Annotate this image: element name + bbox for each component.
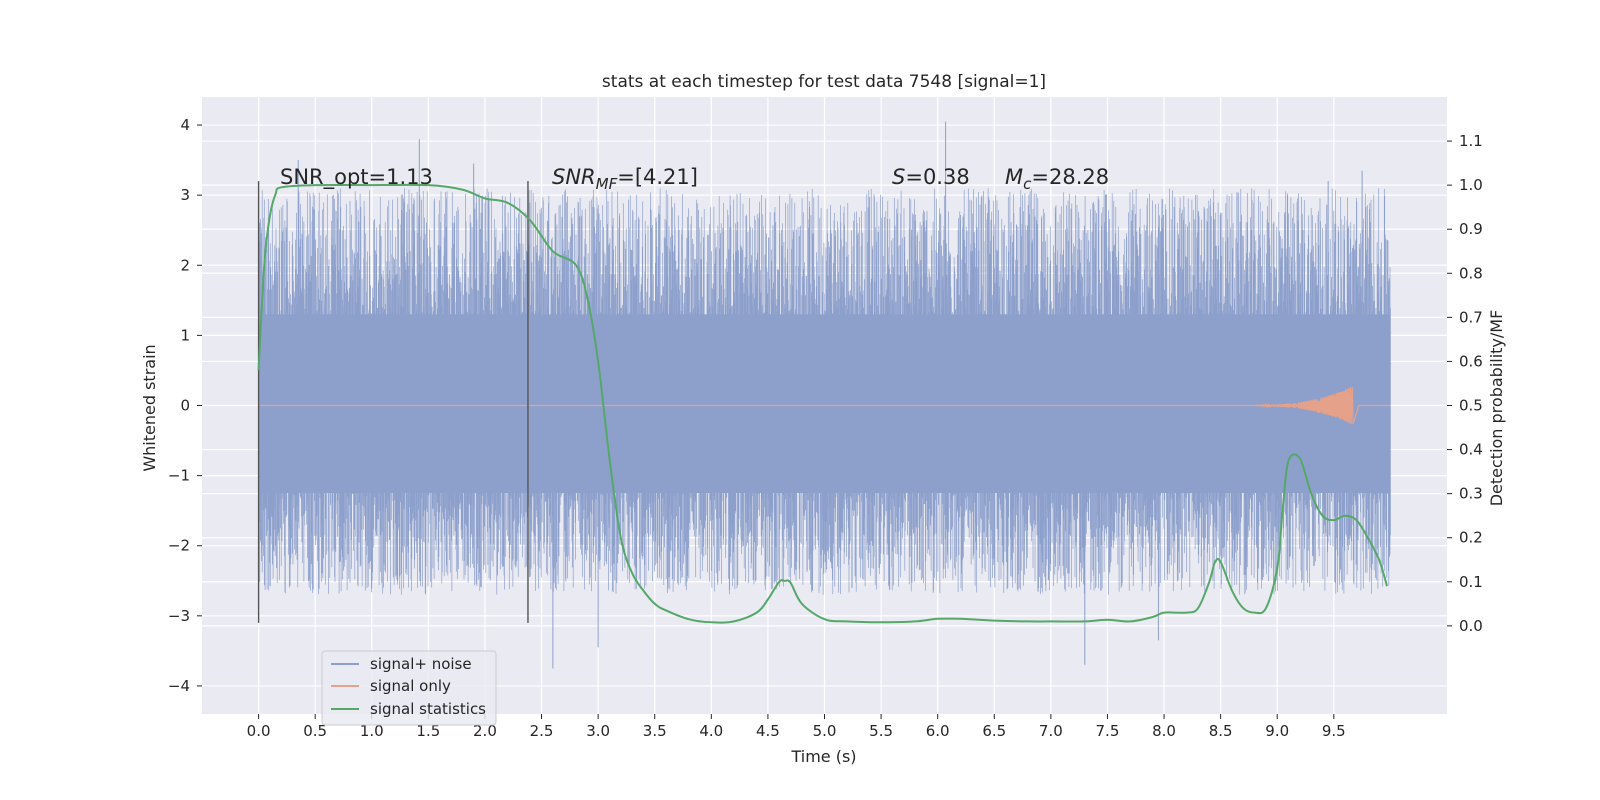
- mc-value: =28.28: [1031, 165, 1109, 189]
- x-tick-label-18: 9.0: [1265, 722, 1289, 740]
- y2-tick-label-6: 0.6: [1459, 352, 1483, 370]
- y-tick-label-0: −4: [168, 677, 190, 695]
- mc-subscript: c: [1023, 175, 1032, 193]
- mc-annotation: Mc=28.28: [1005, 165, 1109, 193]
- snr-mf-value: =[4.21]: [617, 165, 698, 189]
- right-y-axis-ticks: 0.0 0.1 0.2 0.3 0.4 0.5 0.6 0.7 0.8 0.9 1.0 1.1: [1447, 132, 1483, 635]
- y2-tick-label-7: 0.7: [1459, 308, 1483, 326]
- x-tick-label-9: 4.5: [756, 722, 780, 740]
- signal-only-series: [258, 386, 1391, 425]
- x-tick-label-16: 8.0: [1152, 722, 1176, 740]
- y2-tick-label-2: 0.2: [1459, 529, 1483, 547]
- x-tick-label-11: 5.5: [869, 722, 893, 740]
- x-tick-label-10: 5.0: [813, 722, 837, 740]
- legend: signal+ noise signal only signal statist…: [321, 650, 497, 726]
- y-axis-label: Whitened strain: [140, 344, 159, 471]
- y-tick-label-6: 2: [180, 256, 190, 274]
- x-tick-label-8: 4.0: [699, 722, 723, 740]
- y2-tick-label-5: 0.5: [1459, 397, 1483, 415]
- legend-label-signal-noise: signal+ noise: [370, 655, 472, 673]
- x-tick-label-3: 1.5: [416, 722, 440, 740]
- y2-tick-label-3: 0.3: [1459, 485, 1483, 503]
- y2-tick-label-1: 0.1: [1459, 573, 1483, 591]
- x-tick-label-1: 0.5: [303, 722, 327, 740]
- y-tick-label-2: −2: [168, 537, 190, 555]
- s-value: =0.38: [905, 165, 969, 189]
- x-tick-label-14: 7.0: [1039, 722, 1063, 740]
- snr-mf-subscript: MF: [596, 175, 618, 193]
- y2-tick-label-8: 0.8: [1459, 264, 1483, 282]
- x-tick-label-0: 0.0: [247, 722, 271, 740]
- x-tick-label-7: 3.5: [643, 722, 667, 740]
- y-tick-label-8: 4: [180, 116, 190, 134]
- y2-tick-label-9: 0.9: [1459, 220, 1483, 238]
- x-tick-label-12: 6.0: [926, 722, 950, 740]
- y-tick-label-3: −1: [168, 467, 190, 485]
- x-tick-label-17: 8.5: [1209, 722, 1233, 740]
- y2-tick-label-10: 1.0: [1459, 176, 1483, 194]
- y2-tick-label-4: 0.4: [1459, 441, 1483, 459]
- chart-title: stats at each timestep for test data 754…: [602, 72, 1046, 92]
- signal-only-line: [258, 386, 1391, 425]
- legend-label-signal-statistics: signal statistics: [370, 700, 486, 718]
- s-annotation: S=0.38: [892, 165, 970, 189]
- x-axis-ticks: 0.0 0.5 1.0 1.5 2.0 2.5 3.0 3.5 4.0 4.5 5.0 5.5 6.0 6…: [247, 714, 1346, 740]
- x-tick-label-4: 2.0: [473, 722, 497, 740]
- x-tick-label-13: 6.5: [982, 722, 1006, 740]
- x-axis-label: Time (s): [790, 747, 856, 766]
- right-y-axis-label: Detection probability/MF: [1487, 310, 1506, 507]
- x-tick-label-6: 3.0: [586, 722, 610, 740]
- x-tick-label-15: 7.5: [1096, 722, 1120, 740]
- snr-mf-annotation: SNRMF=[4.21]: [552, 165, 698, 193]
- y-tick-label-5: 1: [180, 326, 190, 344]
- vertical-markers: [257, 181, 529, 623]
- legend-label-signal-only: signal only: [370, 677, 451, 695]
- legend-box: [321, 650, 497, 726]
- x-tick-label-2: 1.0: [360, 722, 384, 740]
- y-tick-label-1: −3: [168, 607, 190, 625]
- y2-tick-label-0: 0.0: [1459, 617, 1483, 635]
- signal-statistics-series: [257, 183, 1388, 624]
- snr-opt-annotation: SNR_opt=1.13: [280, 165, 433, 190]
- y-tick-label-4: 0: [180, 397, 190, 415]
- y2-tick-label-11: 1.1: [1459, 132, 1483, 150]
- y-axis-ticks: −4 −3 −2 −1 0 1 2 3 4: [168, 116, 202, 695]
- x-tick-label-5: 2.5: [530, 722, 554, 740]
- s-symbol: S: [892, 165, 905, 189]
- mc-symbol: M: [1005, 165, 1023, 189]
- snr-mf-symbol: SNR: [552, 165, 596, 189]
- x-tick-label-19: 9.5: [1322, 722, 1346, 740]
- y-tick-label-7: 3: [180, 186, 190, 204]
- signal-statistics-line: [257, 183, 1388, 624]
- signal-noise-series: [258, 121, 1391, 669]
